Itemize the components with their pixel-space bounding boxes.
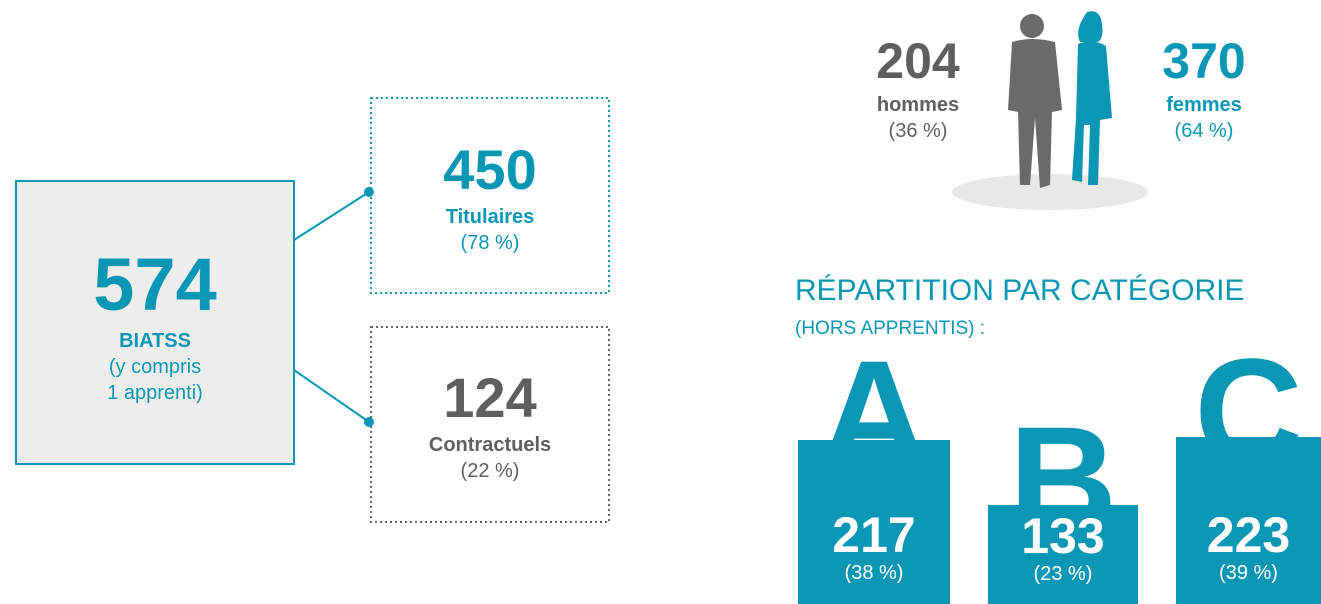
titulaires: 450 Titulaires (78 %) bbox=[371, 142, 609, 256]
share: (23 %) bbox=[1033, 563, 1093, 585]
value: 450 bbox=[443, 138, 537, 201]
share: (38 %) bbox=[844, 562, 904, 584]
connector bbox=[293, 369, 370, 423]
categories-subtitle: (HORS APPRENTIS) : bbox=[795, 318, 986, 339]
value: 204 bbox=[876, 33, 960, 89]
share: (36 %) bbox=[888, 120, 948, 142]
box-contractuels bbox=[370, 326, 610, 523]
connector-dot bbox=[364, 417, 374, 427]
categories-title: RÉPARTITION PAR CATÉGORIE bbox=[795, 274, 1245, 307]
value: 124 bbox=[443, 366, 537, 429]
box-titulaires bbox=[370, 97, 610, 294]
category-block: 133 (23 %) bbox=[988, 505, 1138, 604]
share: (39 %) bbox=[1219, 562, 1278, 584]
contractuels: 124 Contractuels (22 %) bbox=[371, 370, 609, 484]
category-block: 217 (38 %) bbox=[798, 440, 950, 604]
woman-icon bbox=[1072, 11, 1112, 185]
value: 370 bbox=[1162, 33, 1246, 89]
connector-dot bbox=[364, 187, 374, 197]
total-note: 1 apprenti) bbox=[107, 382, 203, 404]
total-box bbox=[15, 180, 295, 465]
floor-shadow bbox=[952, 174, 1148, 210]
total-label: BIATSS bbox=[119, 330, 191, 352]
label: hommes bbox=[876, 94, 960, 116]
category-block: 223 (39 %) bbox=[1176, 437, 1321, 604]
value: 223 bbox=[1206, 507, 1291, 563]
femmes: 370 femmes (64 %) bbox=[1134, 36, 1274, 144]
total-value: 574 bbox=[93, 243, 217, 326]
value: 217 bbox=[832, 507, 916, 563]
label: femmes bbox=[1166, 94, 1242, 116]
total-note: (y compris bbox=[108, 356, 202, 378]
label: Contractuels bbox=[428, 434, 552, 456]
label: Titulaires bbox=[445, 206, 535, 228]
share: (78 %) bbox=[460, 232, 520, 254]
total: 574 BIATSS (y compris 1 apprenti) bbox=[16, 248, 294, 406]
man-icon bbox=[1008, 14, 1062, 188]
hommes: 204 hommes (36 %) bbox=[848, 36, 988, 144]
share: (22 %) bbox=[460, 460, 520, 482]
value: 133 bbox=[1021, 508, 1105, 564]
connector bbox=[293, 191, 370, 241]
share: (64 %) bbox=[1174, 120, 1234, 142]
